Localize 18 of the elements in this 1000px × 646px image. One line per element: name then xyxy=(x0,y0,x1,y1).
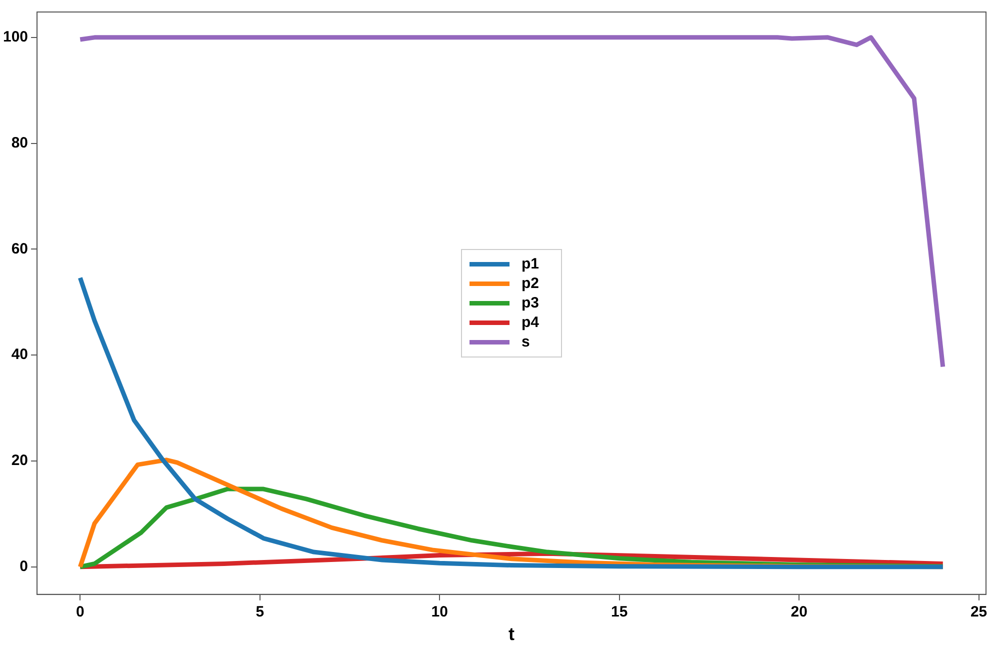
legend-label: s xyxy=(522,333,530,350)
y-tick-label: 80 xyxy=(11,134,28,152)
y-tick-label: 40 xyxy=(11,346,28,364)
y-tick-label: 60 xyxy=(11,240,28,258)
x-tick-label: 5 xyxy=(256,604,264,621)
y-tick-label: 0 xyxy=(20,558,28,576)
legend-label: p1 xyxy=(522,255,540,272)
y-tick-label: 20 xyxy=(11,452,28,470)
legend-label: p4 xyxy=(522,314,540,331)
y-tick-label: 100 xyxy=(2,28,28,46)
x-axis-title: t xyxy=(508,624,515,644)
x-tick-label: 0 xyxy=(76,604,84,621)
legend-label: p2 xyxy=(522,274,540,292)
x-tick-label: 20 xyxy=(790,604,808,621)
x-tick-label: 10 xyxy=(431,604,448,621)
x-tick-label: 25 xyxy=(970,604,988,621)
legend-label: p3 xyxy=(522,294,540,312)
x-tick-label: 15 xyxy=(611,604,628,621)
